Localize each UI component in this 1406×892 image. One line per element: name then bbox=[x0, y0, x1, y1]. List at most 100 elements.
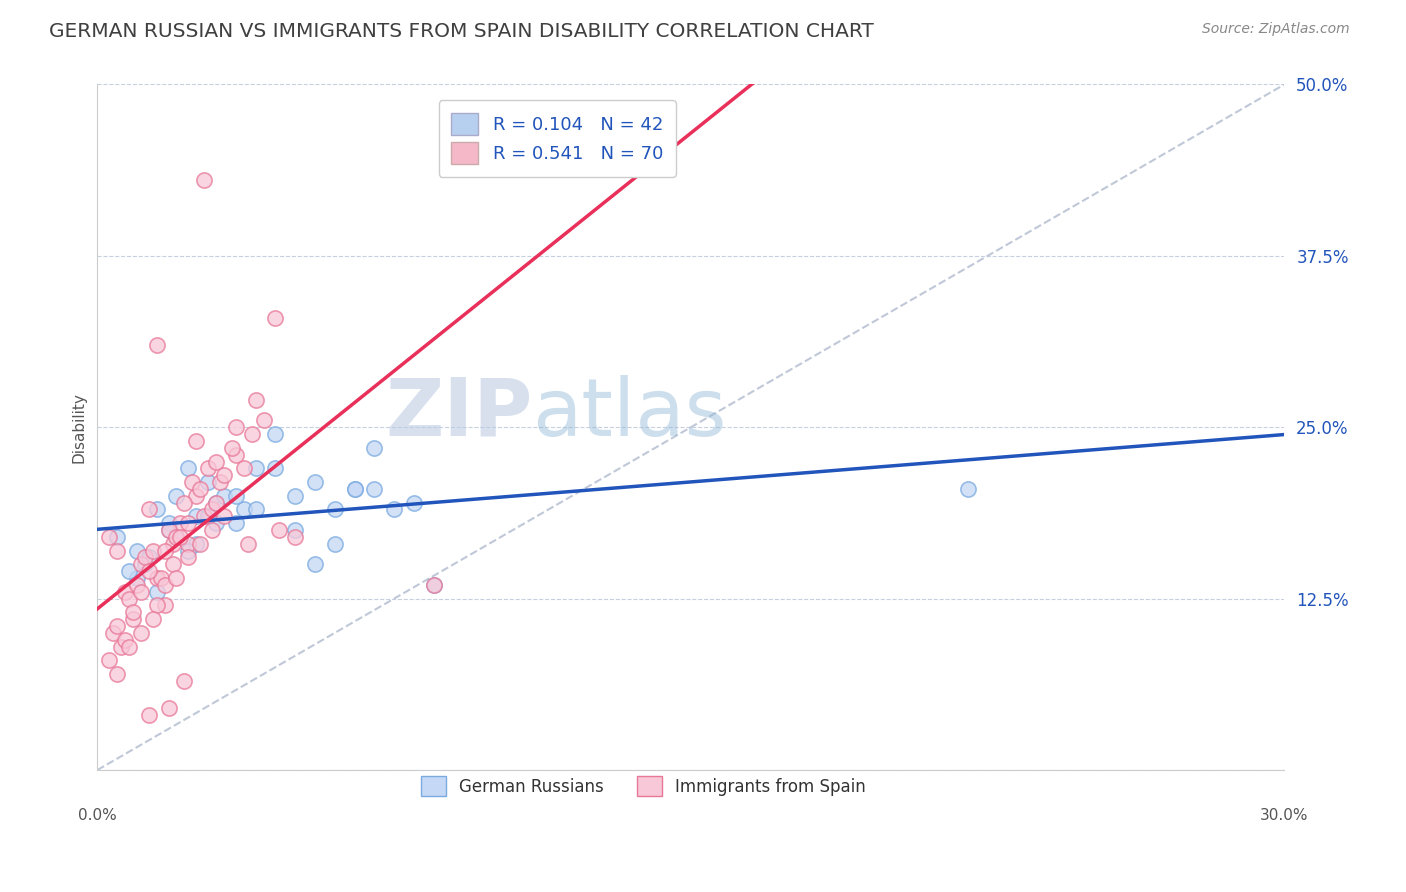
Point bbox=[236, 537, 259, 551]
Point bbox=[284, 489, 307, 503]
Point bbox=[142, 612, 165, 626]
Point bbox=[138, 502, 160, 516]
Point bbox=[162, 537, 184, 551]
Point bbox=[142, 543, 165, 558]
Point bbox=[197, 509, 219, 524]
Point bbox=[153, 543, 176, 558]
Point bbox=[193, 173, 215, 187]
Point bbox=[323, 502, 346, 516]
Point bbox=[188, 482, 211, 496]
Point bbox=[125, 571, 148, 585]
Point bbox=[221, 441, 243, 455]
Point bbox=[304, 558, 326, 572]
Point bbox=[122, 612, 145, 626]
Point bbox=[422, 578, 444, 592]
Text: Source: ZipAtlas.com: Source: ZipAtlas.com bbox=[1202, 22, 1350, 37]
Point bbox=[105, 619, 128, 633]
Point bbox=[232, 502, 254, 516]
Point bbox=[118, 591, 141, 606]
Point bbox=[212, 489, 235, 503]
Point bbox=[153, 599, 176, 613]
Point bbox=[138, 550, 160, 565]
Point bbox=[205, 495, 228, 509]
Point bbox=[166, 530, 188, 544]
Point bbox=[118, 640, 141, 654]
Point bbox=[212, 468, 235, 483]
Point bbox=[269, 523, 291, 537]
Point bbox=[145, 502, 167, 516]
Point bbox=[129, 584, 152, 599]
Point bbox=[177, 550, 200, 565]
Point bbox=[382, 502, 405, 516]
Point bbox=[245, 502, 267, 516]
Point bbox=[363, 482, 385, 496]
Point bbox=[105, 543, 128, 558]
Point bbox=[212, 509, 235, 524]
Y-axis label: Disability: Disability bbox=[72, 392, 86, 463]
Text: 30.0%: 30.0% bbox=[1260, 808, 1309, 823]
Point bbox=[173, 673, 195, 688]
Point bbox=[205, 516, 228, 531]
Point bbox=[245, 461, 267, 475]
Point bbox=[162, 558, 184, 572]
Point bbox=[225, 420, 247, 434]
Point bbox=[186, 489, 208, 503]
Point bbox=[201, 523, 224, 537]
Point bbox=[105, 530, 128, 544]
Point bbox=[149, 571, 172, 585]
Point bbox=[110, 640, 132, 654]
Point bbox=[284, 523, 307, 537]
Point bbox=[205, 454, 228, 468]
Point bbox=[98, 530, 121, 544]
Point bbox=[201, 502, 224, 516]
Text: GERMAN RUSSIAN VS IMMIGRANTS FROM SPAIN DISABILITY CORRELATION CHART: GERMAN RUSSIAN VS IMMIGRANTS FROM SPAIN … bbox=[49, 22, 875, 41]
Point bbox=[284, 530, 307, 544]
Point bbox=[138, 564, 160, 578]
Point bbox=[225, 489, 247, 503]
Point bbox=[169, 516, 191, 531]
Point bbox=[129, 626, 152, 640]
Point bbox=[264, 427, 287, 442]
Point bbox=[252, 413, 274, 427]
Point bbox=[129, 558, 152, 572]
Point bbox=[186, 509, 208, 524]
Point bbox=[186, 434, 208, 448]
Point bbox=[166, 530, 188, 544]
Point bbox=[193, 509, 215, 524]
Point bbox=[173, 495, 195, 509]
Point bbox=[166, 489, 188, 503]
Point bbox=[118, 564, 141, 578]
Point bbox=[956, 482, 979, 496]
Point bbox=[225, 516, 247, 531]
Point bbox=[177, 516, 200, 531]
Point bbox=[264, 310, 287, 325]
Point bbox=[240, 427, 263, 442]
Point bbox=[225, 448, 247, 462]
Text: atlas: atlas bbox=[533, 375, 727, 452]
Point bbox=[101, 626, 124, 640]
Point bbox=[98, 653, 121, 667]
Point bbox=[343, 482, 366, 496]
Point bbox=[157, 523, 180, 537]
Point bbox=[181, 475, 204, 489]
Point bbox=[363, 441, 385, 455]
Point bbox=[186, 537, 208, 551]
Point bbox=[264, 461, 287, 475]
Point bbox=[145, 338, 167, 352]
Point bbox=[145, 599, 167, 613]
Point bbox=[323, 537, 346, 551]
Point bbox=[166, 571, 188, 585]
Legend: German Russians, Immigrants from Spain: German Russians, Immigrants from Spain bbox=[408, 763, 880, 810]
Point bbox=[422, 578, 444, 592]
Point bbox=[177, 543, 200, 558]
Point bbox=[157, 523, 180, 537]
Point bbox=[402, 495, 425, 509]
Point bbox=[197, 461, 219, 475]
Point bbox=[153, 578, 176, 592]
Point bbox=[177, 537, 200, 551]
Point bbox=[343, 482, 366, 496]
Point bbox=[157, 701, 180, 715]
Point bbox=[197, 475, 219, 489]
Point bbox=[304, 475, 326, 489]
Point bbox=[114, 584, 136, 599]
